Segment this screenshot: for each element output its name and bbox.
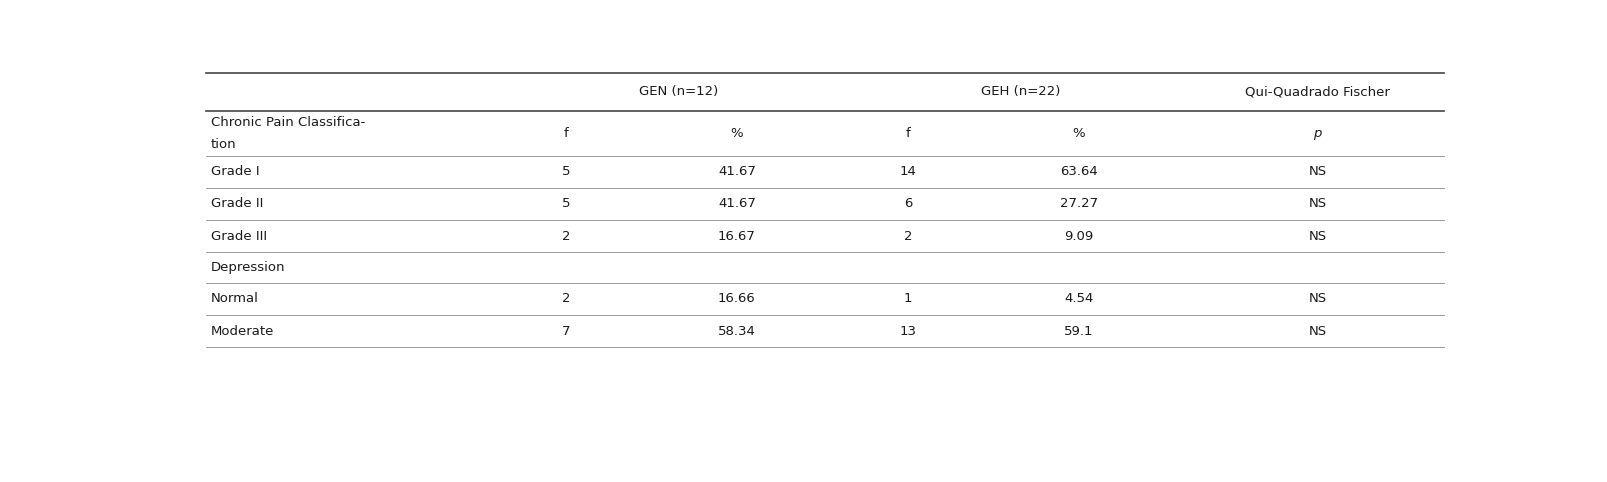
Text: Qui-Quadrado Fischer: Qui-Quadrado Fischer — [1245, 85, 1390, 98]
Text: Depression: Depression — [211, 261, 286, 274]
Text: 1: 1 — [903, 293, 913, 306]
Text: 9.09: 9.09 — [1064, 229, 1094, 242]
Text: 41.67: 41.67 — [718, 165, 755, 178]
Text: NS: NS — [1308, 197, 1327, 210]
Text: 6: 6 — [903, 197, 913, 210]
Text: 2: 2 — [561, 229, 570, 242]
Text: Grade II: Grade II — [211, 197, 264, 210]
Text: 59.1: 59.1 — [1064, 325, 1094, 338]
Text: 13: 13 — [900, 325, 916, 338]
Text: 16.66: 16.66 — [718, 293, 755, 306]
Text: 4.54: 4.54 — [1064, 293, 1094, 306]
Text: 2: 2 — [903, 229, 913, 242]
Text: f: f — [905, 127, 910, 140]
Text: NS: NS — [1308, 165, 1327, 178]
Text: 58.34: 58.34 — [718, 325, 755, 338]
Text: NS: NS — [1308, 229, 1327, 242]
Text: NS: NS — [1308, 293, 1327, 306]
Text: %: % — [731, 127, 742, 140]
Text: Grade III: Grade III — [211, 229, 267, 242]
Text: p: p — [1313, 127, 1323, 140]
Text: 27.27: 27.27 — [1061, 197, 1098, 210]
Text: 14: 14 — [900, 165, 916, 178]
Text: 16.67: 16.67 — [718, 229, 755, 242]
Text: 2: 2 — [561, 293, 570, 306]
Text: 5: 5 — [561, 197, 570, 210]
Text: 41.67: 41.67 — [718, 197, 755, 210]
Text: 7: 7 — [561, 325, 570, 338]
Text: NS: NS — [1308, 325, 1327, 338]
Text: Normal: Normal — [211, 293, 259, 306]
Text: 63.64: 63.64 — [1061, 165, 1098, 178]
Text: Chronic Pain Classifica-: Chronic Pain Classifica- — [211, 116, 365, 129]
Text: GEH (n=22): GEH (n=22) — [980, 85, 1061, 98]
Text: GEN (n=12): GEN (n=12) — [638, 85, 718, 98]
Text: tion: tion — [211, 138, 236, 151]
Text: Moderate: Moderate — [211, 325, 275, 338]
Text: %: % — [1072, 127, 1085, 140]
Text: 5: 5 — [561, 165, 570, 178]
Text: f: f — [564, 127, 569, 140]
Text: Grade I: Grade I — [211, 165, 259, 178]
